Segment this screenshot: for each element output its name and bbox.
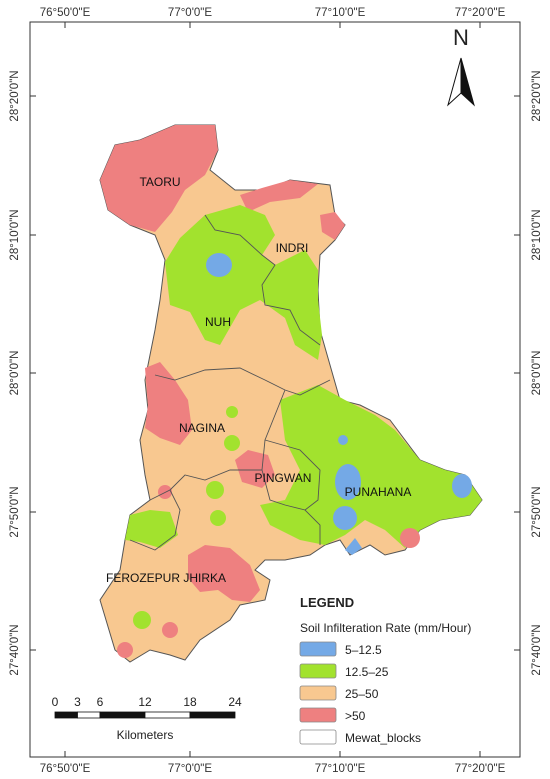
- longitude-label: 76°50'0"E: [40, 7, 91, 19]
- low-rate-zone: [333, 506, 357, 530]
- high-rate-zone: [145, 362, 192, 445]
- district-map: [99, 124, 483, 663]
- legend-swatch: [299, 707, 337, 723]
- legend-subtitle: Soil Infilteration Rate (mm/Hour): [300, 621, 471, 635]
- longitude-label: 77°20'0"E: [455, 7, 506, 19]
- latitude-label: 28°0'0"N: [531, 351, 543, 396]
- high-rate-zone: [188, 545, 260, 602]
- block-label: NAGINA: [179, 421, 225, 435]
- block-label: PINGWAN: [255, 471, 312, 485]
- legend-label: Mewat_blocks: [345, 731, 421, 745]
- low-rate-zone: [206, 253, 232, 277]
- longitude-label: 77°20'0"E: [455, 763, 506, 775]
- scale-tick-label: 18: [183, 695, 197, 709]
- scale-segment: [54, 711, 78, 719]
- block-label: INDRI: [276, 241, 309, 255]
- scale-tick-label: 0: [52, 695, 59, 709]
- high-rate-zone: [240, 180, 318, 212]
- legend-swatch: [299, 685, 337, 701]
- block-boundary: [169, 469, 262, 491]
- longitude-label: 76°50'0"E: [40, 763, 91, 775]
- high-rate-zone: [100, 125, 218, 232]
- moderate-rate-zone: [206, 481, 224, 499]
- moderate-rate-zone: [210, 510, 226, 526]
- north-label: N: [453, 25, 469, 50]
- block-boundary: [129, 489, 181, 551]
- latitude-label: 28°10'0"N: [531, 209, 543, 260]
- moderate-rate-zone: [260, 385, 482, 548]
- scale-segment: [99, 711, 146, 719]
- longitude-label: 77°0'0"E: [168, 763, 212, 775]
- block-boundary: [264, 439, 321, 511]
- block-boundary: [204, 214, 321, 346]
- low-rate-zone: [452, 474, 472, 498]
- north-arrow-right: [460, 57, 475, 107]
- scale-tick-label: 24: [228, 695, 242, 709]
- block-label: PUNAHANA: [345, 485, 412, 499]
- high-rate-zone: [400, 528, 420, 548]
- moderate-rate-zone: [226, 406, 238, 418]
- latitude-label: 28°10'0"N: [9, 209, 21, 260]
- block-label: NUH: [205, 315, 231, 329]
- high-rate-zone: [320, 212, 345, 240]
- latitude-label: 28°0'0"N: [9, 351, 21, 396]
- block-boundary: [154, 367, 331, 396]
- longitude-label: 77°10'0"E: [315, 7, 366, 19]
- legend-title: LEGEND: [300, 595, 354, 610]
- latitude-label: 28°20'0"N: [531, 70, 543, 121]
- legend-swatch: [299, 729, 337, 745]
- low-rate-zone: [345, 538, 362, 555]
- high-rate-zone: [117, 642, 133, 658]
- latitude-label: 27°40'0"N: [9, 624, 21, 675]
- scale-segment: [144, 711, 191, 719]
- longitude-label: 77°0'0"E: [168, 7, 212, 19]
- scale-unit: Kilometers: [117, 728, 174, 742]
- scale-segment: [77, 711, 101, 719]
- moderate-rate-zone: [133, 611, 151, 629]
- scale-tick-label: 12: [138, 695, 152, 709]
- latitude-label: 27°50'0"N: [531, 486, 543, 537]
- block-label: TAORU: [139, 175, 180, 189]
- moderate-rate-zone: [165, 205, 322, 360]
- scale-tick-label: 3: [74, 695, 81, 709]
- moderate-rate-zone: [224, 435, 240, 451]
- north-arrow: N: [447, 25, 475, 107]
- block-boundary: [261, 389, 321, 545]
- legend-label: 5–12.5: [345, 643, 382, 657]
- latitude-label: 27°50'0"N: [9, 486, 21, 537]
- legend-label: 25–50: [345, 687, 379, 701]
- legend-swatch: [299, 641, 337, 657]
- moderate-rate-zone: [125, 510, 178, 548]
- latitude-label: 27°40'0"N: [531, 624, 543, 675]
- scale-segment: [189, 711, 236, 719]
- high-rate-zone: [162, 622, 178, 638]
- block-label: FEROZEPUR JHIRKA: [106, 571, 226, 585]
- legend-label: 12.5–25: [345, 665, 389, 679]
- longitude-label: 77°10'0"E: [315, 763, 366, 775]
- high-rate-zone: [235, 450, 275, 488]
- legend-swatch: [299, 663, 337, 679]
- scale-tick-label: 6: [97, 695, 104, 709]
- low-rate-zone: [338, 435, 348, 445]
- latitude-label: 28°20'0"N: [9, 70, 21, 121]
- low-rate-zone: [335, 464, 361, 500]
- legend-label: >50: [345, 709, 366, 723]
